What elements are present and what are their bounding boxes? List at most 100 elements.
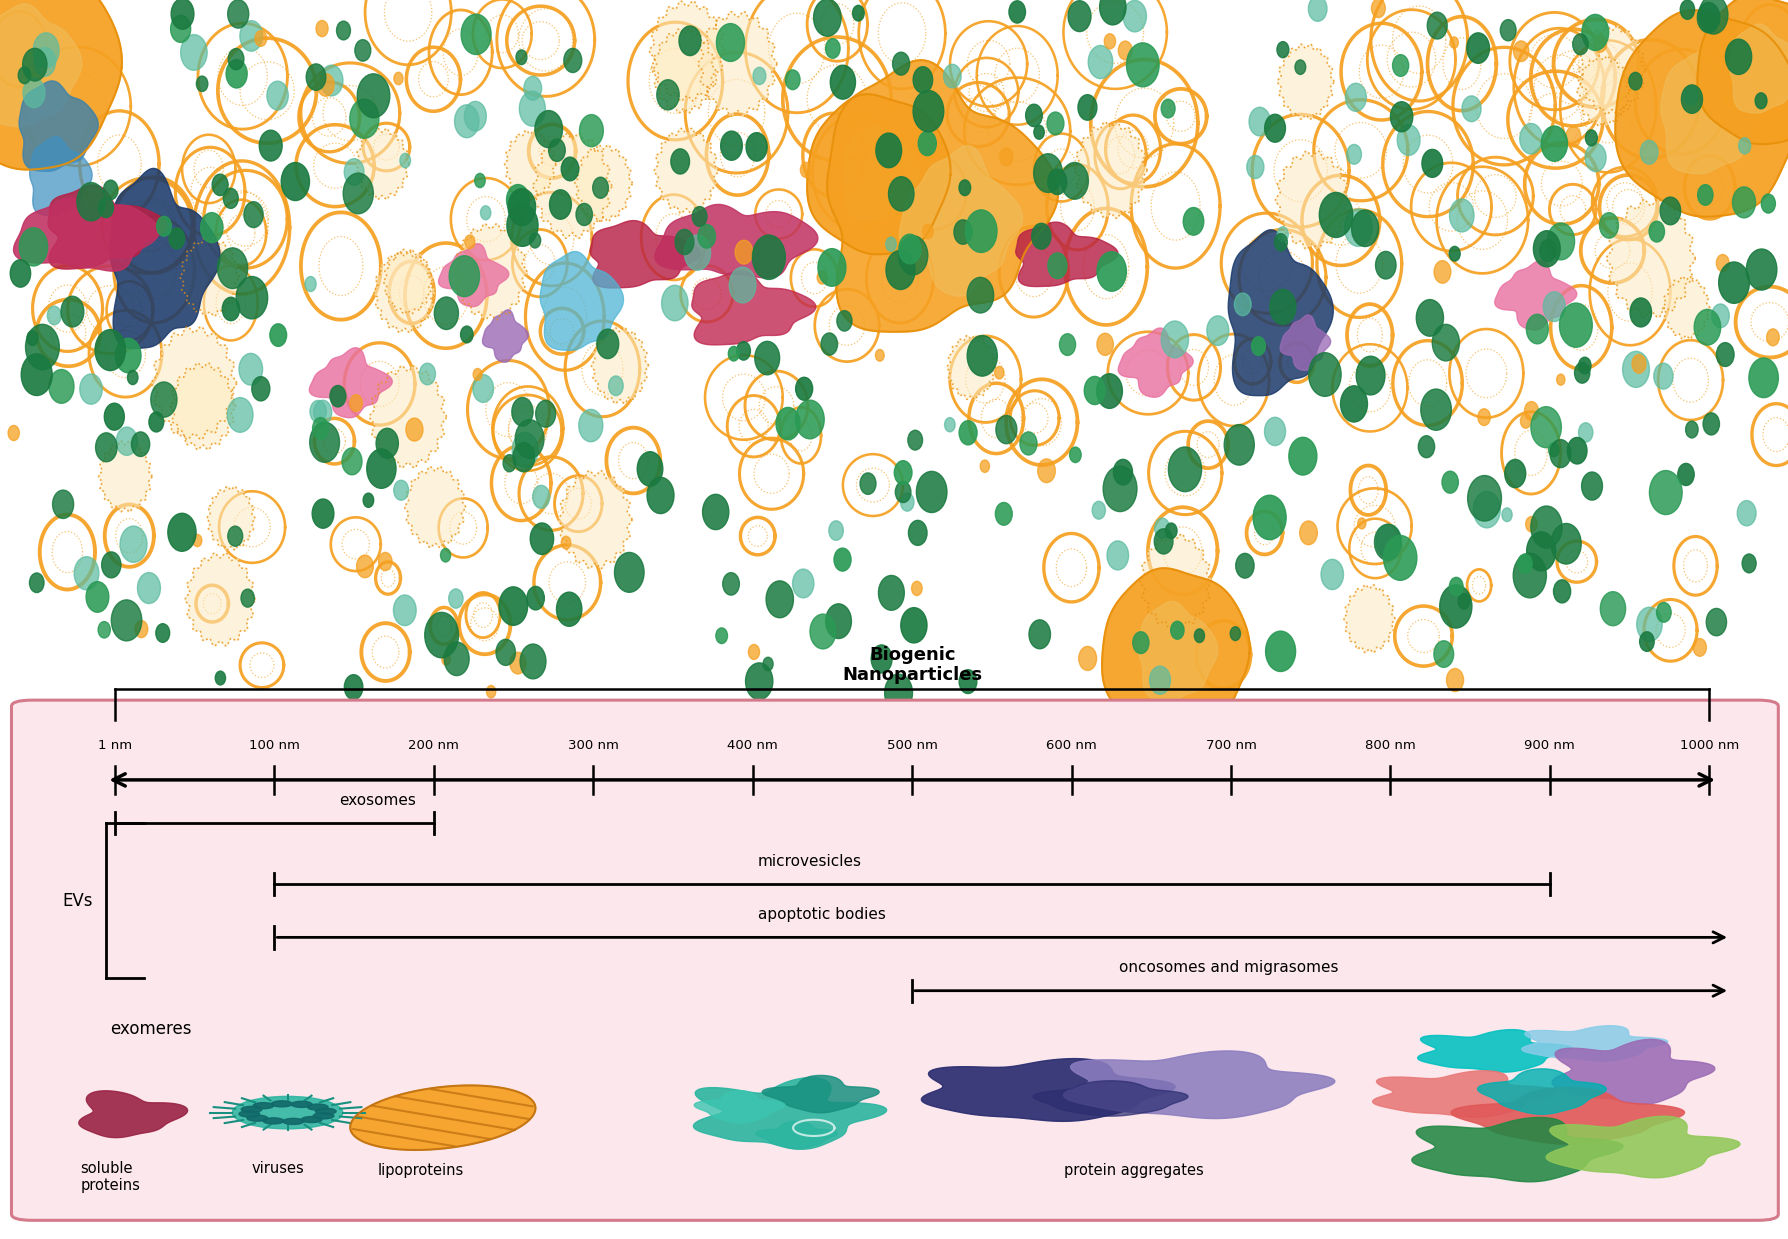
Polygon shape [207,487,256,550]
Circle shape [1527,532,1556,571]
Circle shape [168,513,197,551]
Text: 800 nm: 800 nm [1364,738,1416,752]
Circle shape [994,367,1003,379]
Polygon shape [1345,585,1395,653]
Circle shape [1600,592,1625,626]
Circle shape [308,1104,329,1110]
Circle shape [966,209,998,253]
Circle shape [1033,125,1044,139]
Circle shape [136,621,148,638]
Circle shape [1391,102,1413,131]
Circle shape [1513,41,1529,62]
Circle shape [224,188,238,208]
Circle shape [259,130,283,161]
Circle shape [1539,239,1556,261]
Circle shape [1505,460,1525,488]
Circle shape [1393,55,1409,77]
Circle shape [1432,325,1459,361]
Circle shape [923,224,933,239]
Circle shape [1421,150,1443,177]
Circle shape [996,503,1012,525]
Polygon shape [1579,26,1645,114]
Circle shape [1078,647,1096,670]
Circle shape [527,586,544,610]
Circle shape [753,235,785,280]
Circle shape [517,50,527,64]
Circle shape [1534,230,1561,266]
Circle shape [46,306,61,325]
Circle shape [1579,357,1591,374]
Circle shape [515,420,544,458]
Circle shape [440,549,451,563]
Circle shape [252,377,270,401]
Circle shape [531,523,554,555]
Circle shape [1586,130,1597,146]
Circle shape [215,672,225,685]
Circle shape [506,185,529,216]
Circle shape [999,147,1014,166]
Polygon shape [152,327,236,440]
Text: 1 nm: 1 nm [98,738,132,752]
Circle shape [1742,554,1756,572]
Circle shape [27,331,38,346]
Circle shape [120,527,147,563]
Circle shape [1629,72,1641,90]
Circle shape [1756,93,1767,109]
Circle shape [1761,195,1775,213]
Circle shape [1416,300,1443,336]
Circle shape [901,493,914,512]
Polygon shape [350,1085,535,1150]
Circle shape [474,173,485,187]
Circle shape [254,1103,274,1109]
Polygon shape [1663,276,1709,338]
Circle shape [899,234,921,264]
Circle shape [331,385,345,406]
Circle shape [1060,162,1089,199]
Circle shape [755,341,780,374]
Circle shape [763,657,772,670]
Circle shape [1450,577,1463,596]
Circle shape [1309,0,1327,21]
Circle shape [181,35,207,71]
Circle shape [434,297,458,330]
Circle shape [561,536,570,549]
Circle shape [1253,496,1286,540]
Circle shape [944,64,962,88]
Circle shape [676,229,694,254]
Circle shape [132,432,150,456]
Polygon shape [694,1090,785,1124]
Polygon shape [356,129,409,199]
Circle shape [955,219,973,244]
Circle shape [1418,436,1434,457]
Circle shape [48,369,73,404]
Circle shape [1573,33,1588,55]
Circle shape [313,499,334,528]
Circle shape [1352,209,1379,247]
Circle shape [379,553,392,570]
Circle shape [1600,213,1618,238]
Circle shape [1681,85,1702,113]
Circle shape [914,67,933,93]
Circle shape [11,260,30,287]
Polygon shape [0,0,122,170]
Circle shape [401,154,411,167]
Text: 700 nm: 700 nm [1205,738,1257,752]
Circle shape [1084,377,1105,405]
Circle shape [1566,126,1581,147]
Text: 300 nm: 300 nm [569,738,619,752]
Polygon shape [1418,1030,1573,1072]
Circle shape [61,296,84,327]
Circle shape [533,486,549,508]
Text: exomeres: exomeres [109,1020,191,1038]
Circle shape [34,33,59,68]
Text: 100 nm: 100 nm [249,738,300,752]
Circle shape [393,595,417,626]
Circle shape [1160,321,1189,358]
Circle shape [354,40,370,61]
Circle shape [662,285,688,321]
Circle shape [342,447,361,475]
Circle shape [461,326,474,343]
Circle shape [796,400,824,439]
Polygon shape [1064,1051,1336,1119]
Circle shape [227,527,243,546]
